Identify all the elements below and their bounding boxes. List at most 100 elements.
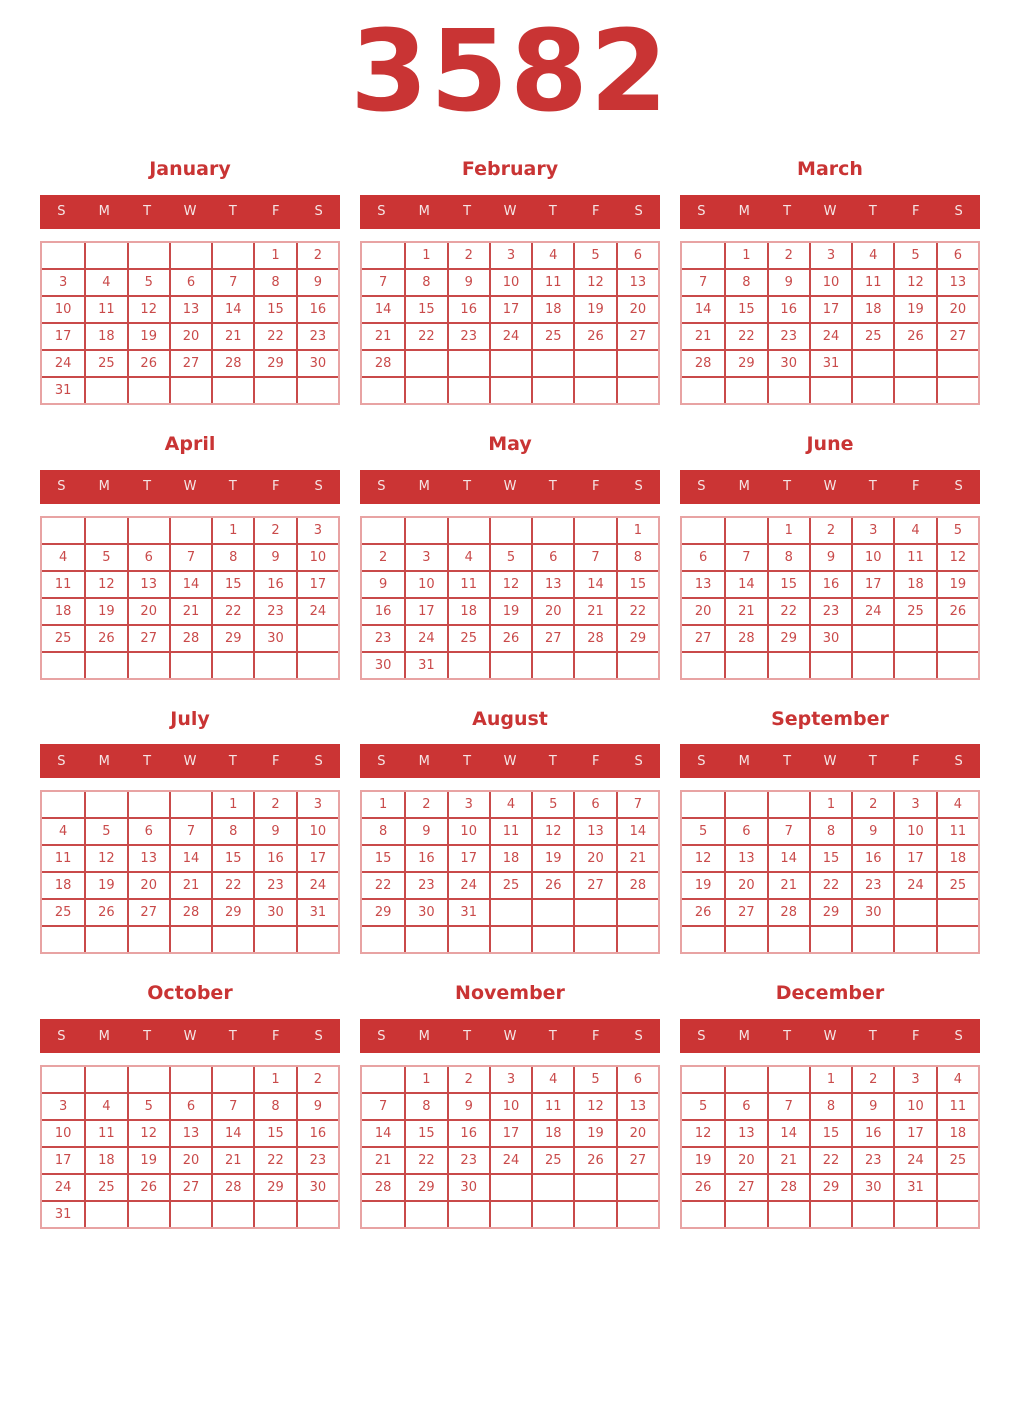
week-row: 7 8 9 10 11 12 13 xyxy=(362,267,658,295)
date-cell: 26 xyxy=(573,1146,616,1174)
date-cell: 12 xyxy=(126,294,169,322)
week-row: 20 21 22 23 24 25 26 xyxy=(682,596,978,624)
date-cell xyxy=(126,1200,169,1228)
date-cell: 20 xyxy=(724,871,767,899)
date-cell: 16 xyxy=(295,294,338,322)
date-cell: 9 xyxy=(446,267,489,295)
date-cell: 6 xyxy=(935,242,978,268)
date-cell: 1 xyxy=(253,242,295,268)
month-block: January S M T W T F S 1 2 3 4 5 6 7 8 9 10 11 12 13 14 15 16 17 1… xyxy=(40,158,340,405)
week-row: 17 18 19 20 21 22 23 xyxy=(42,321,338,349)
date-cell: 15 xyxy=(404,294,447,322)
date-cell xyxy=(682,925,725,952)
date-cell: 12 xyxy=(573,1092,616,1120)
date-cell: 29 xyxy=(211,898,254,926)
week-row: 5 6 7 8 9 10 11 xyxy=(682,1092,978,1120)
date-cell: 9 xyxy=(253,542,296,570)
weekday-label: S xyxy=(57,479,66,495)
weekday-label: T xyxy=(783,479,792,495)
date-cell xyxy=(893,650,936,678)
date-cell: 30 xyxy=(851,1173,894,1201)
date-cell: 23 xyxy=(362,623,405,651)
date-cell: 2 xyxy=(808,517,851,543)
date-cell: 18 xyxy=(935,844,978,872)
date-cell xyxy=(766,1067,809,1093)
date-cell: 19 xyxy=(682,871,725,898)
date-cell: 8 xyxy=(253,267,296,295)
date-cell xyxy=(446,517,489,543)
week-row: 19 20 21 22 23 24 25 xyxy=(682,871,978,899)
date-cell: 22 xyxy=(362,871,405,898)
date-cell xyxy=(573,650,616,678)
week-row xyxy=(682,925,978,953)
week-row: 19 20 21 22 23 24 25 xyxy=(682,1146,978,1174)
date-cell xyxy=(42,243,84,268)
dates-table: 1 2 3 4 5 6 7 8 9 10 11 12 13 14 15 16 17 18 19 20 21 22 23 24 2… xyxy=(40,240,340,405)
date-cell: 2 xyxy=(446,242,489,268)
date-cell: 5 xyxy=(682,817,725,844)
weekday-label: F xyxy=(271,204,280,220)
date-cell xyxy=(211,242,253,268)
date-cell: 20 xyxy=(168,1146,212,1174)
date-cell: 2 xyxy=(253,792,295,818)
date-cell xyxy=(42,1067,84,1092)
week-row: 14 15 16 17 18 19 20 xyxy=(362,1119,658,1147)
date-cell xyxy=(126,925,169,953)
date-cell: 14 xyxy=(168,844,212,872)
weekday-label: F xyxy=(271,1028,280,1044)
week-row: 10 11 12 13 14 15 16 xyxy=(42,1119,338,1147)
date-cell xyxy=(935,1173,978,1201)
date-cell xyxy=(253,650,296,678)
week-row: 26 27 28 29 30 31 xyxy=(682,1173,978,1201)
month-title: June xyxy=(806,432,854,455)
date-cell xyxy=(404,375,447,403)
date-cell: 28 xyxy=(362,348,405,376)
week-row: 28 29 30 xyxy=(362,1173,658,1201)
month-title: November xyxy=(455,982,565,1005)
week-row: 6 7 8 9 10 11 12 xyxy=(682,542,978,570)
date-cell: 1 xyxy=(808,792,851,818)
date-cell xyxy=(573,375,616,403)
date-cell: 7 xyxy=(724,542,767,570)
date-cell: 13 xyxy=(126,844,169,872)
date-cell: 21 xyxy=(168,871,212,899)
date-cell xyxy=(682,518,724,543)
date-cell: 17 xyxy=(446,844,489,872)
date-cell: 24 xyxy=(42,348,85,376)
weekday-label: S xyxy=(954,753,963,769)
date-cell: 15 xyxy=(766,569,809,597)
date-cell: 10 xyxy=(808,267,852,295)
date-cell: 21 xyxy=(211,1146,254,1174)
date-cell: 23 xyxy=(851,1146,894,1174)
weekday-label: F xyxy=(911,204,920,220)
date-cell: 5 xyxy=(488,542,532,570)
date-cell: 6 xyxy=(615,242,658,268)
date-cell: 13 xyxy=(682,569,725,597)
date-cell: 14 xyxy=(766,1119,809,1147)
date-cell: 20 xyxy=(126,871,169,899)
weekday-label: M xyxy=(418,204,430,220)
weekday-label: T xyxy=(143,1028,152,1044)
month-block: April S M T W T F S 1 2 3 4 5 6 7 8 9 10 11 12 13 14 15 16 17 18 1… xyxy=(40,433,340,680)
date-cell: 27 xyxy=(615,321,658,349)
week-row: 18 19 20 21 22 23 24 xyxy=(42,871,338,899)
date-cell: 3 xyxy=(42,1092,85,1119)
weekday-label: T xyxy=(548,753,557,769)
date-cell xyxy=(615,1200,658,1228)
date-cell: 26 xyxy=(573,321,616,349)
date-cell: 6 xyxy=(168,267,212,295)
date-cell: 14 xyxy=(211,294,254,322)
date-cell xyxy=(488,348,532,376)
date-cell xyxy=(488,1173,532,1201)
week-row: 10 11 12 13 14 15 16 xyxy=(42,294,338,322)
date-cell: 7 xyxy=(766,817,809,845)
date-cell: 14 xyxy=(724,569,767,597)
date-cell xyxy=(126,1067,169,1093)
date-cell xyxy=(531,898,574,926)
date-cell: 12 xyxy=(935,542,978,570)
date-cell xyxy=(935,623,978,651)
date-cell: 18 xyxy=(42,871,85,898)
week-row: 29 30 31 xyxy=(362,898,658,926)
date-cell: 28 xyxy=(615,871,658,899)
